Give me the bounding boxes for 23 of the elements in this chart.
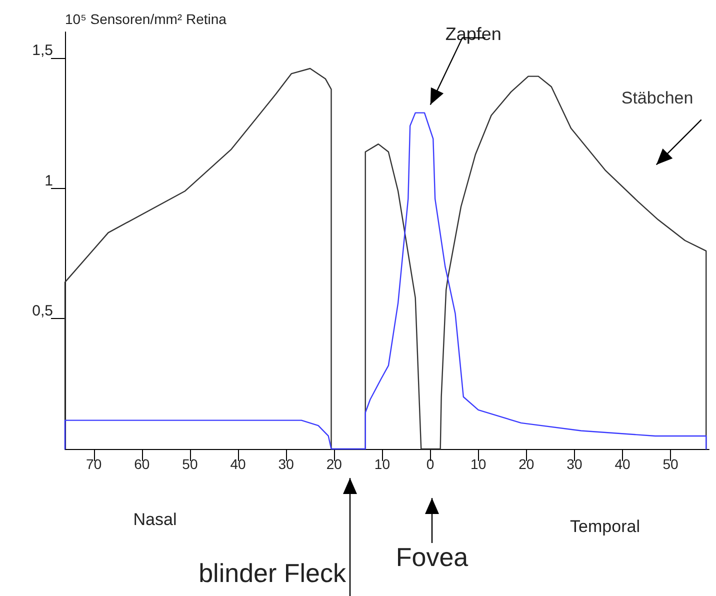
- x-tick-label: 50: [182, 456, 198, 472]
- x-tick-label: 30: [566, 456, 582, 472]
- x-tick-label: 40: [230, 456, 246, 472]
- y-tick-label: 1,5: [32, 42, 53, 60]
- x-tick-label: 20: [326, 456, 342, 472]
- x-tick-label: 70: [86, 456, 102, 472]
- x-tick-label: 10: [470, 456, 486, 472]
- text: Zapfen: [445, 24, 502, 44]
- text: Nasal: [133, 510, 177, 529]
- x-tick-label: 20: [518, 456, 534, 472]
- x-tick-label: 40: [614, 456, 630, 472]
- y-axis-title: 10⁵ Sensoren/mm² Retina: [65, 11, 227, 27]
- y-tick-label: 1: [44, 172, 53, 190]
- y-tick-label: 0,5: [32, 302, 53, 320]
- text: Stäbchen: [621, 88, 694, 108]
- x-tick-label: 30: [278, 456, 294, 472]
- text: blinder Fleck: [198, 558, 347, 588]
- x-tick-label: 60: [134, 456, 150, 472]
- text: Fovea: [396, 542, 469, 572]
- x-tick-label: 50: [662, 456, 679, 472]
- x-tick-label: 10: [374, 456, 390, 472]
- x-tick-label: 0: [426, 456, 434, 472]
- text: Temporal: [570, 517, 640, 536]
